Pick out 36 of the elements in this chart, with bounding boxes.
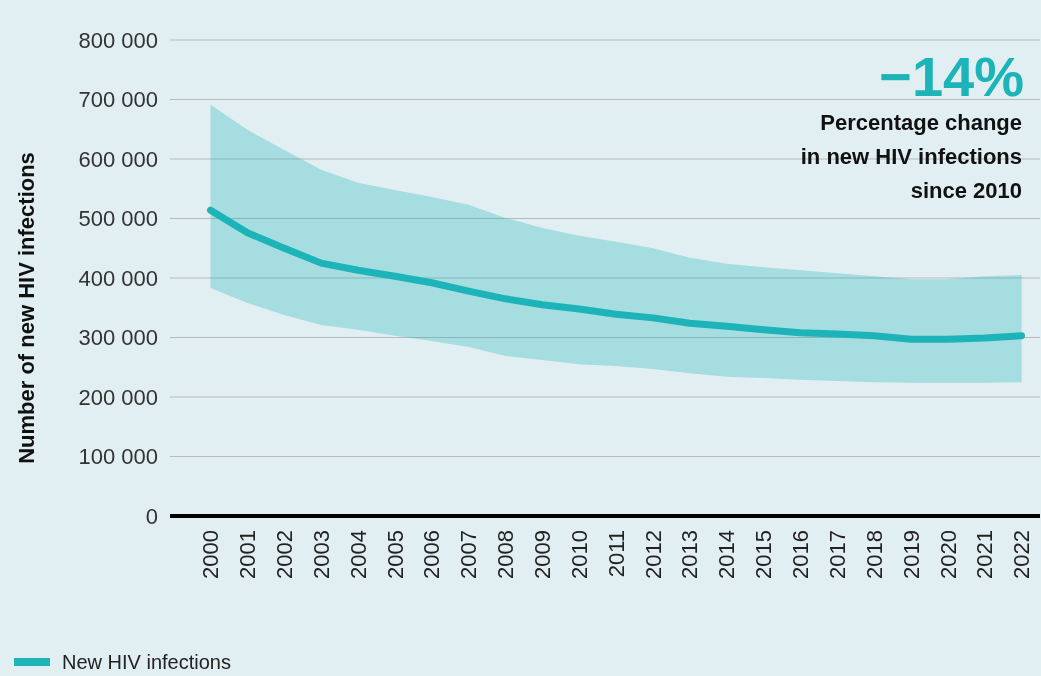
annotation: −14% — [879, 45, 1024, 108]
x-tick-label: 2022 — [1009, 530, 1035, 579]
x-tick-label: 2014 — [714, 530, 740, 579]
legend-label: New HIV infections — [62, 651, 231, 673]
x-tick-label: 2007 — [456, 530, 482, 579]
y-tick-label: 0 — [145, 503, 158, 529]
x-tick-label: 2018 — [861, 530, 887, 579]
x-tick-label: 2002 — [271, 530, 297, 579]
x-tick-label: 2019 — [898, 530, 924, 579]
x-tick-label: 2008 — [493, 530, 519, 579]
y-tick-label: 700 000 — [78, 87, 158, 113]
x-tick-label: 2020 — [935, 530, 961, 579]
y-tick-label: 800 000 — [78, 27, 158, 53]
y-tick-label: 100 000 — [78, 444, 158, 470]
x-tick-label: 2009 — [530, 530, 556, 579]
x-tick-label: 2011 — [603, 530, 629, 578]
x-tick-label: 2012 — [640, 530, 666, 579]
x-tick-label: 2005 — [382, 530, 408, 579]
x-tick-label: 2000 — [198, 530, 224, 579]
x-tick-label: 2003 — [308, 530, 334, 579]
y-tick-label: 600 000 — [78, 146, 158, 172]
x-tick-label: 2016 — [788, 530, 814, 579]
y-tick-label: 400 000 — [78, 265, 158, 291]
y-tick-label: 200 000 — [78, 384, 158, 410]
x-tick-label: 2013 — [677, 530, 703, 579]
x-tick-label: 2010 — [566, 530, 592, 579]
x-tick-label: 2017 — [824, 530, 850, 579]
x-tick-label: 2001 — [235, 530, 261, 579]
annotation: Percentage change in new HIV infections since 2010 — [800, 110, 1022, 203]
x-tick-label: 2021 — [972, 530, 998, 579]
x-tick-label: 2004 — [345, 530, 371, 579]
x-tick-label: 2015 — [751, 530, 777, 579]
y-axis-title: Number of new HIV infections — [14, 152, 39, 464]
x-tick-label: 2006 — [419, 530, 445, 579]
y-tick-label: 500 000 — [78, 206, 158, 232]
y-tick-label: 300 000 — [78, 325, 158, 351]
